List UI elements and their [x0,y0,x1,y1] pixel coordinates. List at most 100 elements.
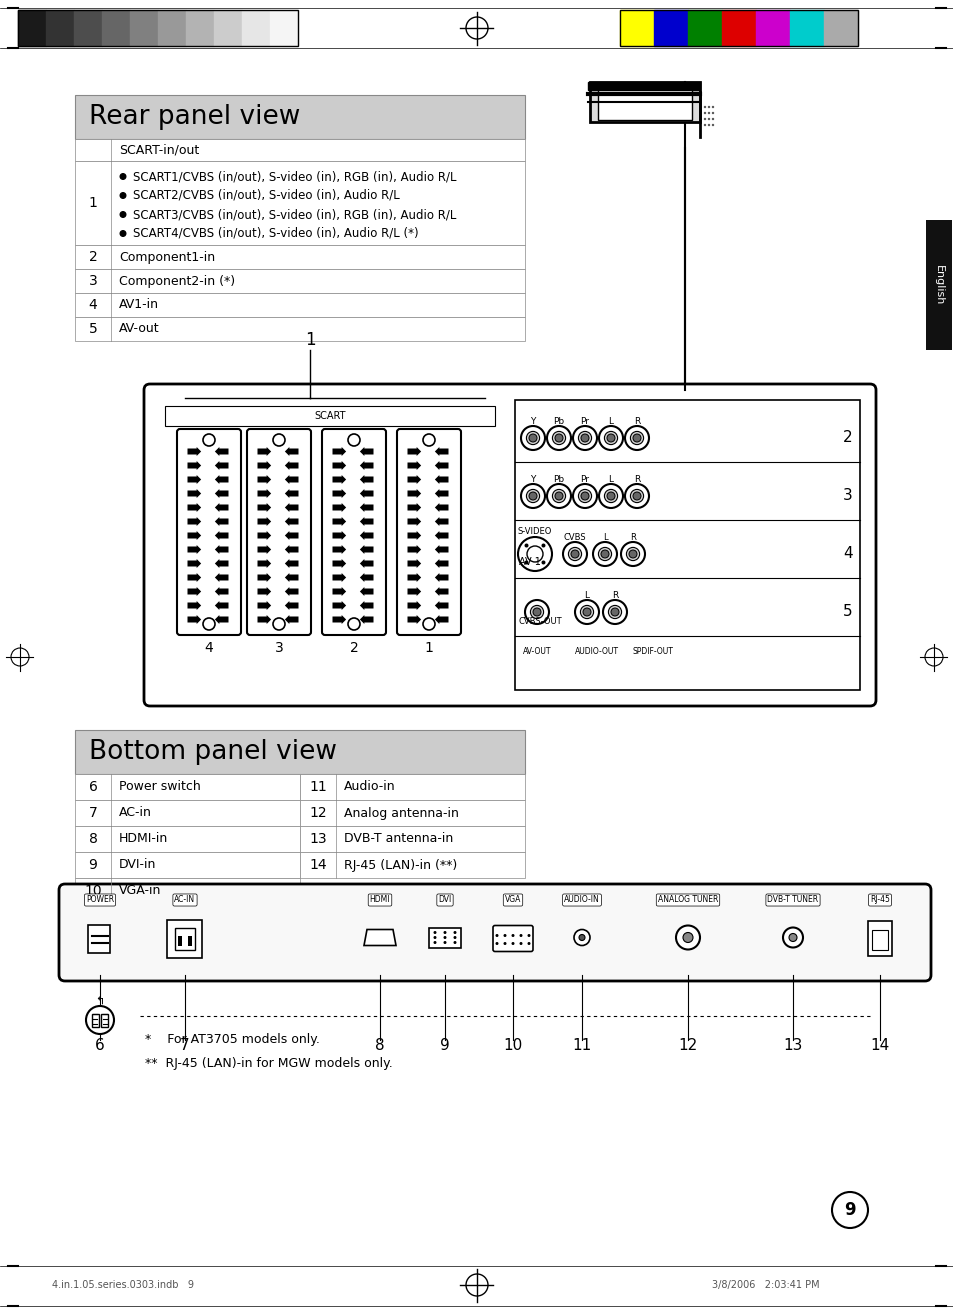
Circle shape [579,606,593,619]
Circle shape [707,124,709,126]
Circle shape [555,434,562,442]
Text: 3: 3 [842,489,852,503]
Circle shape [348,618,359,629]
FancyBboxPatch shape [285,489,298,498]
FancyBboxPatch shape [407,531,420,540]
Bar [158,11,186,46]
FancyBboxPatch shape [435,489,448,498]
FancyBboxPatch shape [333,461,346,470]
FancyBboxPatch shape [359,558,374,568]
Circle shape [273,618,285,629]
Text: AC-in: AC-in [119,807,152,820]
Circle shape [503,942,506,945]
Text: L: L [608,476,613,485]
Bar [101,1014,108,1028]
Text: 1: 1 [424,641,433,654]
FancyBboxPatch shape [214,545,229,555]
FancyBboxPatch shape [214,558,229,568]
Circle shape [120,231,126,237]
Circle shape [527,942,530,945]
Bar [188,936,192,946]
Bar [75,269,524,293]
Circle shape [598,548,611,561]
Circle shape [552,431,565,444]
FancyBboxPatch shape [214,447,229,456]
Text: Power switch: Power switch [119,781,200,794]
Circle shape [624,484,648,509]
Circle shape [511,942,514,945]
Bar [75,731,524,774]
Bar [75,139,524,162]
FancyBboxPatch shape [285,615,298,624]
Bar [867,921,891,955]
Text: 6: 6 [95,1038,105,1053]
Bar [589,81,700,122]
FancyBboxPatch shape [435,600,448,610]
FancyBboxPatch shape [257,558,271,568]
FancyBboxPatch shape [257,447,271,456]
FancyBboxPatch shape [333,503,346,512]
Text: Pb: Pb [553,476,564,485]
Text: AUDIO-OUT: AUDIO-OUT [575,648,618,657]
FancyBboxPatch shape [359,615,374,624]
Circle shape [620,541,644,566]
Text: Pr: Pr [579,418,589,427]
Bar [598,84,691,120]
FancyBboxPatch shape [407,600,420,610]
FancyBboxPatch shape [359,600,374,610]
FancyBboxPatch shape [435,531,448,540]
FancyBboxPatch shape [285,447,298,456]
Text: Audio-in: Audio-in [344,781,395,794]
Bar [18,11,46,46]
FancyBboxPatch shape [188,587,201,597]
Text: 2: 2 [842,431,852,445]
Circle shape [203,618,214,629]
Circle shape [433,936,436,940]
Bar [91,1014,99,1028]
Text: AC-IN: AC-IN [174,896,195,904]
Bar [165,406,495,426]
FancyBboxPatch shape [333,587,346,597]
FancyBboxPatch shape [257,489,271,498]
FancyBboxPatch shape [257,516,271,526]
Bar [299,851,524,878]
Circle shape [524,600,548,624]
Text: 13: 13 [309,832,327,846]
FancyBboxPatch shape [247,428,311,635]
Circle shape [682,933,692,942]
Circle shape [782,928,802,947]
FancyBboxPatch shape [188,447,201,456]
FancyBboxPatch shape [359,474,374,484]
Text: AV-OUT: AV-OUT [522,648,551,657]
Bar [721,11,755,46]
Bar [167,920,202,958]
Circle shape [580,434,588,442]
Text: Y: Y [530,476,536,485]
Circle shape [526,431,539,444]
Bar [75,800,299,827]
FancyBboxPatch shape [359,447,374,456]
Bar [429,928,460,947]
FancyBboxPatch shape [214,474,229,484]
Text: SCART3/CVBS (in/out), S-video (in), RGB (in), Audio R/L: SCART3/CVBS (in/out), S-video (in), RGB … [132,208,456,221]
Circle shape [630,431,643,444]
FancyBboxPatch shape [435,545,448,555]
Circle shape [580,491,588,501]
FancyBboxPatch shape [333,600,346,610]
Text: 9: 9 [89,858,97,872]
Circle shape [529,491,537,501]
Text: R: R [633,476,639,485]
Bar [75,244,524,269]
FancyBboxPatch shape [257,545,271,555]
Text: AV1-in: AV1-in [119,298,159,311]
Text: 9: 9 [843,1201,855,1219]
Text: R: R [633,418,639,427]
Circle shape [533,608,540,616]
Text: S-VIDEO: S-VIDEO [517,527,552,536]
Text: R: R [611,591,618,600]
FancyBboxPatch shape [214,600,229,610]
Bar [18,11,297,46]
Circle shape [831,1192,867,1229]
Text: Rear panel view: Rear panel view [89,104,300,130]
Text: SPDIF-OUT: SPDIF-OUT [633,648,673,657]
